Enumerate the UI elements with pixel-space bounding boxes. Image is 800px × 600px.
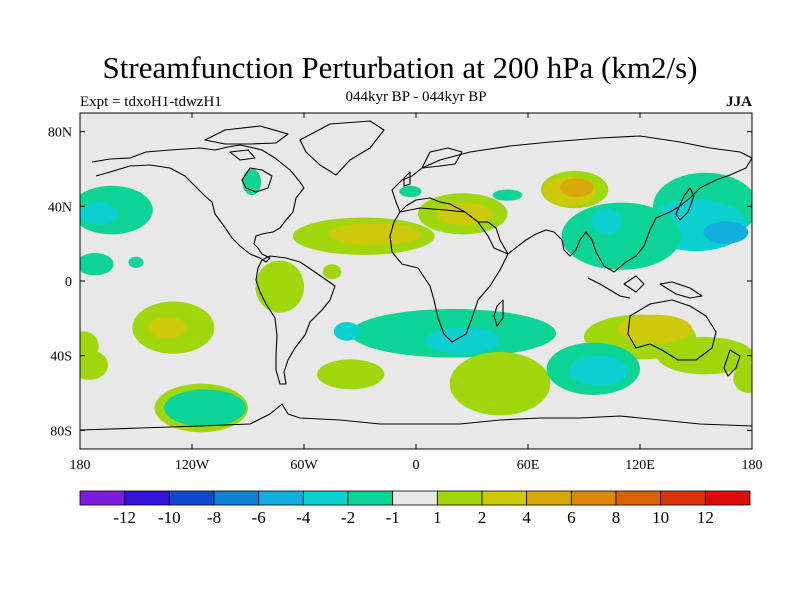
y-tick-label: 40N [48, 200, 72, 215]
x-tick-label: 180 [70, 458, 91, 473]
colorbar-swatch [213, 490, 260, 506]
colorbar-label: -6 [252, 508, 266, 527]
x-tick-label: 120W [175, 458, 210, 473]
x-tick-label: 0 [413, 458, 420, 473]
coast-south-america [255, 255, 336, 385]
contour-region-19 [128, 191, 144, 203]
contour-region-37 [80, 350, 108, 380]
contour-region-33 [617, 314, 693, 345]
colorbar-swatch [436, 490, 483, 506]
colorbar-swatch [258, 490, 304, 506]
x-tick-label: 60W [290, 458, 318, 473]
contour-region-1 [80, 202, 118, 225]
y-tick-label: 80S [50, 424, 72, 439]
y-tick-label: 80N [48, 126, 72, 141]
coast-hudson-bay [241, 167, 273, 193]
colorbar-label: 2 [478, 508, 487, 527]
contour-region-21 [128, 256, 144, 268]
x-tick-label: 120E [625, 458, 655, 473]
coast-antarctica [80, 403, 752, 431]
contour-region-31 [164, 389, 247, 427]
colorbar-label: -8 [207, 508, 221, 527]
contour-region-28 [333, 322, 360, 341]
contour-region-14 [436, 202, 493, 225]
colorbar-label: -2 [341, 508, 355, 527]
coast-new-zealand [723, 349, 741, 377]
colorbar-swatch [570, 490, 617, 506]
y-tick-label: 0 [65, 275, 72, 290]
coast-madagascar [493, 299, 504, 327]
y-tick-label: 40S [50, 350, 72, 365]
colorbar-label: 12 [697, 508, 714, 527]
colorbar-label: -4 [296, 508, 311, 527]
colorbar: -12 -10 -8 -6 -4 -2 -1 1 2 4 6 8 10 12 [79, 490, 751, 527]
colorbar-label: -12 [113, 508, 136, 527]
colorbar-label: -1 [386, 508, 400, 527]
season-label: JJA [726, 94, 752, 110]
colorbar-label: 6 [567, 508, 576, 527]
contour-region-12 [328, 223, 422, 246]
colorbar-label: 4 [522, 508, 531, 527]
colorbar-swatch [79, 490, 126, 506]
coast-arctic-islands [204, 125, 289, 161]
colorbar-swatch [392, 490, 438, 506]
colorbar-swatch [660, 490, 706, 506]
coast-north-america [91, 144, 305, 263]
coast-japan [675, 187, 695, 221]
coastlines [80, 120, 752, 431]
contour-region-7 [591, 208, 622, 235]
contour-region-29 [449, 351, 551, 416]
chart-title: Streamfunction Perturbation at 200 hPa (… [102, 50, 698, 85]
colorbar-swatch [615, 490, 662, 506]
contour-region-25 [317, 359, 385, 390]
coast-greenland [299, 120, 385, 176]
experiment-label: Expt = tdxoH1-tdwzH1 [80, 94, 222, 110]
coast-eurasia [391, 135, 752, 273]
colorbar-swatch [347, 490, 394, 506]
contour-region-34 [656, 337, 752, 375]
contour-region-23 [149, 316, 187, 339]
colorbar-label: 1 [433, 508, 442, 527]
coast-australia [627, 299, 717, 361]
contour-region-17 [322, 264, 342, 280]
x-tick-label: 60E [517, 458, 540, 473]
colorbar-label: 8 [612, 508, 621, 527]
colorbar-label: 10 [652, 508, 669, 527]
colorbar-swatch [168, 490, 215, 506]
coast-indonesia [587, 275, 703, 299]
contour-region-27 [425, 327, 500, 354]
colorbar-swatch [124, 490, 170, 506]
coast-britain [403, 171, 411, 187]
contour-region-36 [569, 355, 629, 386]
contour-region-15 [492, 189, 523, 201]
coast-scandinavia [421, 147, 463, 169]
contour-region-10 [559, 178, 594, 198]
contour-region-16 [399, 185, 422, 197]
colorbar-swatch [526, 490, 572, 506]
contour-region-5 [703, 221, 749, 244]
colorbar-label: -10 [158, 508, 181, 527]
contour-region-6 [561, 202, 682, 270]
contour-region-38 [733, 363, 752, 393]
colorbar-swatch [704, 490, 751, 506]
contour-region-18 [255, 260, 304, 313]
contour-region-2 [80, 253, 114, 276]
period-label: 044kyr BP - 044kyr BP [345, 89, 487, 105]
x-tick-label: 180 [742, 458, 763, 473]
x-axis: 180 120W 60W 0 60E 120E 180 [70, 113, 763, 473]
colorbar-swatch [302, 490, 349, 506]
contour-fields [80, 169, 752, 433]
y-axis: 80N 40N 0 40S 80S [48, 126, 752, 439]
colorbar-swatch [481, 490, 528, 506]
